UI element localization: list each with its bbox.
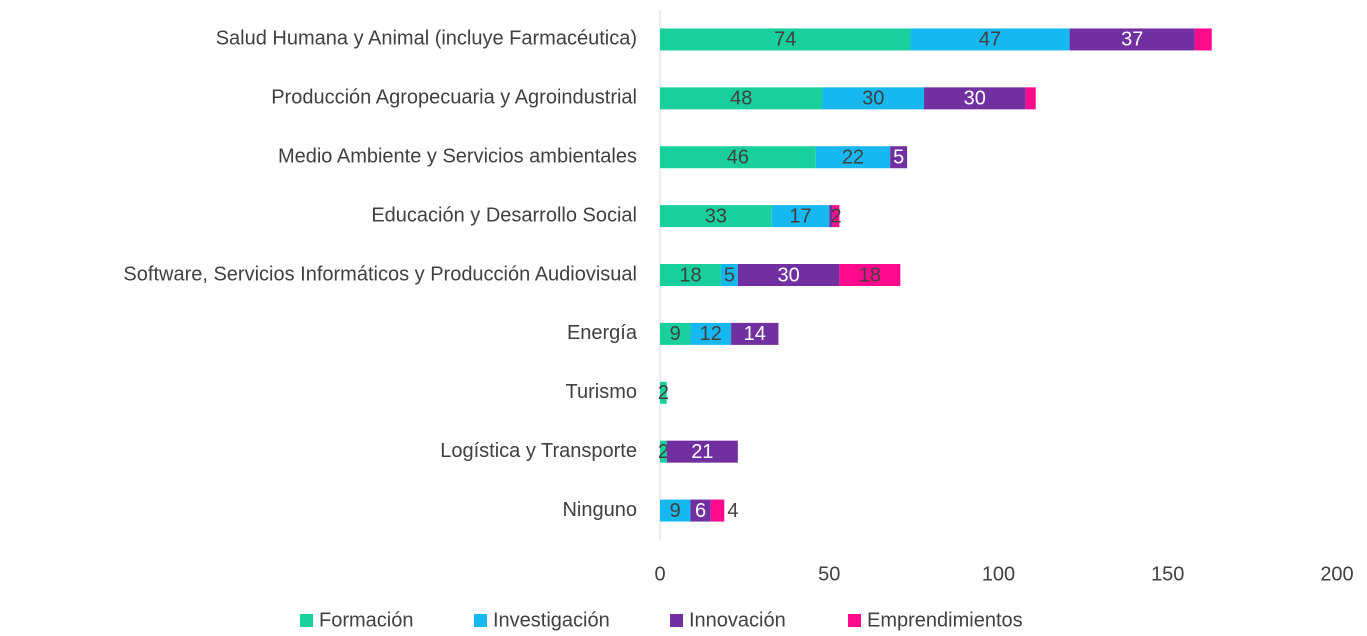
bar-segment [660,499,691,522]
data-label: 48 [730,88,752,110]
data-label: 14 [744,323,766,345]
bar-segment [690,499,711,522]
y-tick-label: Energía [567,322,638,344]
bar-segment [1069,28,1195,51]
bar-segment [660,381,667,404]
y-tick-label: Logística y Transporte [440,440,637,462]
legend-swatch [474,614,487,627]
data-label: 22 [842,147,864,169]
bar-segment [660,205,772,228]
bar-segment [822,87,925,110]
data-label: 2 [658,441,669,463]
y-tick-label: Salud Humana y Animal (incluye Farmacéut… [216,28,637,50]
data-label: 30 [778,264,800,286]
bar-segment [1194,28,1212,51]
data-label: 5 [724,264,735,286]
x-tick-label: 50 [818,563,840,585]
data-label: 9 [670,323,681,345]
bar-segment [737,264,840,286]
legend-label: Innovación [689,609,786,631]
legend-label: Emprendimientos [867,609,1023,631]
data-label: 21 [691,441,713,463]
x-tick-label: 100 [982,563,1015,585]
legend-label: Formación [319,609,413,631]
bar-segment [1025,87,1036,110]
bar-segment [660,322,691,345]
bar-segment [890,146,908,169]
data-label: 30 [964,88,986,110]
bar-segment [771,205,830,228]
bar-segment [660,440,667,463]
data-label: 47 [979,29,1001,51]
bar-segment [829,205,833,228]
data-label: 17 [789,205,811,227]
data-label: 30 [862,88,884,110]
legend-swatch [300,614,313,627]
bar-segment [666,440,738,463]
bar-segment [839,264,901,286]
data-label: 6 [695,500,706,522]
data-label: 5 [893,147,904,169]
data-label: 37 [1121,29,1143,51]
bar-segment [731,322,779,345]
legend-swatch [848,614,861,627]
bar-segment [710,499,725,522]
y-tick-label: Medio Ambiente y Servicios ambientales [278,146,637,168]
legend-swatch [670,614,683,627]
data-label: 46 [727,147,749,169]
x-tick-label: 0 [654,563,665,585]
bar-segment [815,146,891,169]
data-label: 4 [727,500,738,522]
y-tick-label: Producción Agropecuaria y Agroindustrial [271,87,637,109]
data-label: 33 [705,205,727,227]
bar-segment [924,87,1026,110]
data-label: 18 [859,264,881,286]
x-tick-label: 150 [1151,563,1184,585]
bar-segment [660,146,816,169]
data-label: 12 [700,323,722,345]
data-label: 2 [658,382,669,404]
data-label: 9 [670,500,681,522]
y-tick-label: Software, Servicios Informáticos y Produ… [123,263,637,285]
data-label: 18 [679,264,701,286]
legend-label: Investigación [493,609,610,631]
bar-segment [910,28,1070,51]
bar-segment [720,264,738,286]
y-tick-label: Turismo [566,381,637,403]
bar-segment [832,205,840,228]
bar-segment [660,28,911,51]
bar-segment [660,264,721,286]
bar-segment [660,87,823,110]
bar-segment [690,322,732,345]
y-tick-label: Educación y Desarrollo Social [371,204,637,226]
data-label: 74 [774,29,796,51]
data-label: 2 [830,205,841,227]
y-tick-label: Ninguno [562,499,637,521]
x-tick-label: 200 [1320,563,1353,585]
